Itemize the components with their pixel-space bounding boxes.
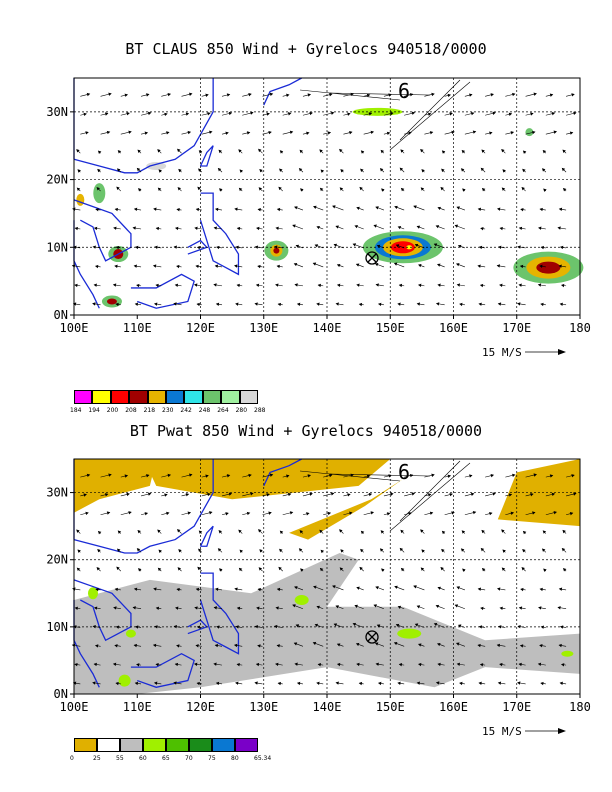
legend-label: 264: [217, 407, 229, 414]
legend-label: 194: [88, 407, 100, 414]
y-tick-label: 30N: [46, 486, 68, 500]
y-tick-label: 20N: [46, 553, 68, 567]
panel2-scale-arrow: [525, 728, 566, 734]
panel2-legend: 0 25 55 60 65 70 75 80 65.34: [70, 738, 271, 768]
legend-label: 55: [116, 755, 124, 762]
legend-swatch: [129, 390, 148, 404]
panel1-shading: [76, 107, 584, 308]
y-tick-label: 10N: [46, 620, 68, 634]
panel2-title: BT Pwat 850 Wind + Gyrelocs 940518/0000: [129, 422, 483, 440]
legend-swatch: [166, 738, 189, 752]
legend-swatch: [221, 390, 240, 404]
legend-swatch: [184, 390, 203, 404]
y-tick-label: 30N: [46, 105, 68, 119]
x-tick-label: 120E: [186, 700, 215, 714]
legend-label: 208: [125, 407, 137, 414]
panel1-scale-label: 15 M/S: [482, 346, 522, 359]
legend-label: 0: [70, 755, 74, 762]
legend-label: 65: [162, 755, 170, 762]
panel1-legend: 184 194 200 208 218 230 242 248 264 280 288: [70, 390, 266, 420]
panel1-wind-arrows: [71, 79, 577, 307]
x-tick-label: 100E: [60, 700, 89, 714]
panel2-map: 100E 110E 120E 130E 140E 150E 160E 170E 180 30N 2…: [46, 458, 591, 738]
x-tick-label: 150E: [376, 321, 405, 335]
legend-swatch: [235, 738, 258, 752]
legend-swatch: [110, 390, 130, 404]
panel1-storm-symbol: 6: [398, 79, 410, 103]
legend-swatch: [239, 390, 258, 404]
x-tick-label: 130E: [249, 700, 278, 714]
x-tick-label: 140E: [313, 700, 342, 714]
panel1-scale-arrow: [525, 349, 566, 355]
panel1-map: 100E 110E 120E 130E 140E 150E 160E 170E 180 30N 2…: [46, 77, 591, 359]
y-tick-label: 10N: [46, 240, 68, 254]
panel2-y-ticks: 30N 20N 10N 0N: [46, 486, 74, 701]
x-tick-label: 120E: [186, 321, 215, 335]
x-tick-label: 180: [569, 321, 591, 335]
legend-label: 248: [198, 407, 211, 414]
x-tick-label: 110E: [123, 321, 152, 335]
x-tick-label: 170E: [502, 321, 531, 335]
x-tick-label: 180: [569, 700, 591, 714]
legend-swatch: [147, 390, 166, 404]
panel2-coastlines: [73, 458, 303, 688]
legend-swatch: [212, 738, 235, 752]
x-tick-label: 160E: [439, 321, 468, 335]
x-tick-label: 100E: [60, 321, 89, 335]
panel1-coastlines: [73, 77, 303, 309]
legend-label: 75: [208, 755, 216, 762]
legend-label: 230: [162, 407, 174, 414]
panel2-gridlines: [74, 459, 580, 694]
legend-swatch: [74, 738, 97, 752]
legend-label: 25: [93, 755, 101, 762]
legend-label: 65.34: [254, 755, 272, 762]
panel2-wind-arrows: [71, 460, 577, 686]
y-tick-label: 0N: [54, 308, 68, 322]
legend-label: 200: [106, 407, 119, 414]
legend-label: 184: [70, 407, 82, 414]
legend-swatch: [74, 390, 93, 404]
panel1-title: BT CLAUS 850 Wind + Gyrelocs 940518/0000: [125, 40, 487, 58]
legend-label: 80: [231, 755, 239, 762]
legend-swatch: [120, 738, 143, 752]
legend-swatch: [97, 738, 120, 752]
y-tick-label: 0N: [54, 687, 68, 701]
panel2-gyre-marker: [365, 630, 379, 644]
legend-swatch: [92, 390, 111, 404]
legend-label: 60: [139, 755, 147, 762]
x-tick-label: 140E: [313, 321, 342, 335]
x-tick-label: 150E: [376, 700, 405, 714]
legend-label: 280: [235, 407, 248, 414]
panel2-storm-symbol: 6: [398, 460, 410, 484]
legend-label: 242: [180, 407, 192, 414]
legend-swatch: [189, 738, 212, 752]
y-tick-label: 20N: [46, 173, 68, 187]
panel1-gridlines: [74, 78, 580, 315]
legend-swatch: [143, 738, 166, 752]
legend-label: 218: [143, 407, 156, 414]
x-tick-label: 160E: [439, 700, 468, 714]
legend-swatch: [166, 390, 185, 404]
x-tick-label: 170E: [502, 700, 531, 714]
panel1-x-ticks: 100E 110E 120E 130E 140E 150E 160E 170E 180: [60, 315, 591, 335]
x-tick-label: 130E: [249, 321, 278, 335]
panel2-scale-label: 15 M/S: [482, 725, 522, 738]
panel1-gyre-marker: [365, 251, 379, 265]
legend-label: 70: [185, 755, 193, 762]
panel2-x-ticks: 100E 110E 120E 130E 140E 150E 160E 170E 180: [60, 694, 591, 714]
x-tick-label: 110E: [123, 700, 152, 714]
panel1-y-ticks: 30N 20N 10N 0N: [46, 105, 74, 322]
legend-label: 288: [254, 407, 266, 414]
legend-swatch: [202, 390, 222, 404]
